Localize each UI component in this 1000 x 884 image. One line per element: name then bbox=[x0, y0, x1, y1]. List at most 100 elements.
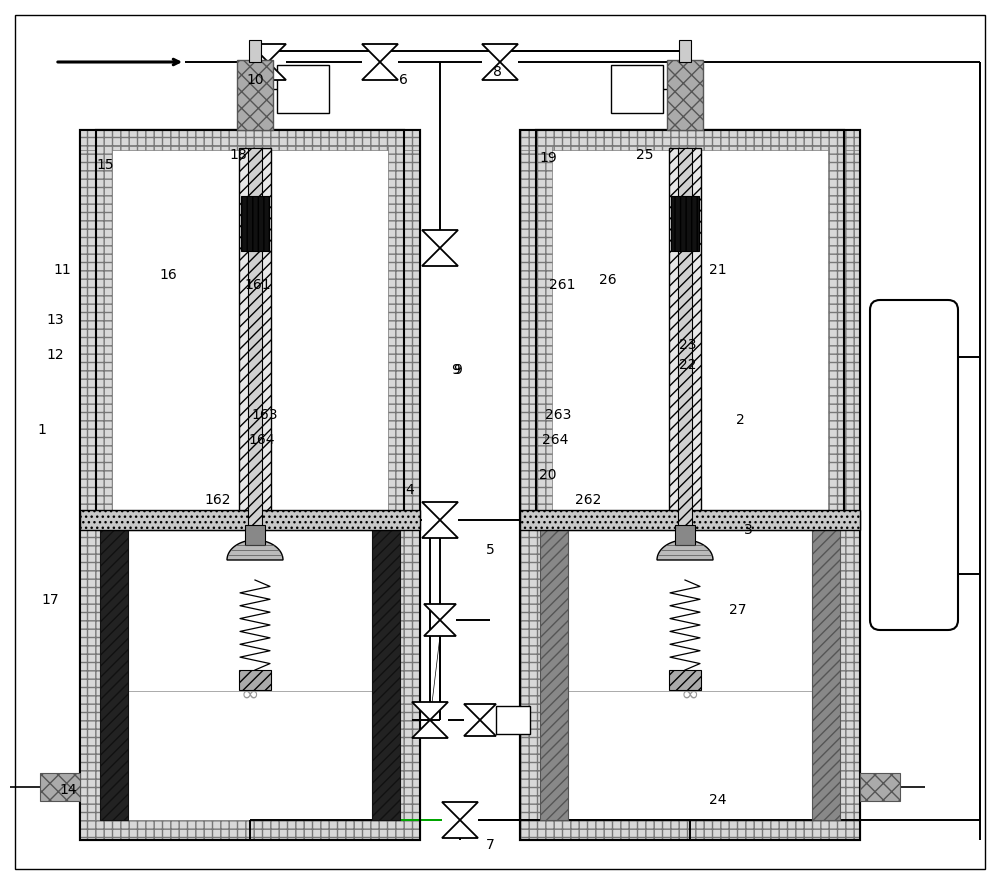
Text: 7: 7 bbox=[486, 838, 494, 852]
Text: 18: 18 bbox=[229, 148, 247, 162]
Bar bbox=[536, 130, 844, 530]
Text: 1: 1 bbox=[38, 423, 46, 437]
Text: 9: 9 bbox=[454, 363, 462, 377]
Bar bbox=[536, 514, 844, 530]
Text: 261: 261 bbox=[549, 278, 575, 292]
Text: 23: 23 bbox=[679, 338, 697, 352]
Text: 5: 5 bbox=[486, 543, 494, 557]
Bar bbox=[400, 130, 420, 840]
Polygon shape bbox=[657, 540, 713, 560]
Text: 162: 162 bbox=[205, 493, 231, 507]
Bar bbox=[520, 130, 860, 840]
Bar bbox=[241, 196, 269, 251]
Bar bbox=[678, 148, 692, 527]
FancyBboxPatch shape bbox=[870, 300, 958, 630]
Bar bbox=[536, 130, 844, 530]
Polygon shape bbox=[422, 520, 458, 538]
Bar bbox=[80, 130, 100, 840]
Polygon shape bbox=[422, 502, 458, 520]
Bar bbox=[520, 130, 860, 840]
Text: 9: 9 bbox=[452, 363, 460, 377]
Text: 13: 13 bbox=[46, 313, 64, 327]
Text: 8: 8 bbox=[493, 65, 501, 79]
Text: 12: 12 bbox=[46, 348, 64, 362]
Bar bbox=[679, 40, 691, 62]
Text: 14: 14 bbox=[59, 783, 77, 797]
Text: 26: 26 bbox=[599, 273, 617, 287]
Bar bbox=[812, 530, 840, 820]
Text: 15: 15 bbox=[96, 158, 114, 172]
Bar bbox=[669, 148, 701, 510]
Polygon shape bbox=[227, 540, 283, 560]
Bar bbox=[520, 130, 860, 150]
Polygon shape bbox=[250, 44, 286, 62]
Text: 264: 264 bbox=[542, 433, 568, 447]
Bar bbox=[611, 65, 663, 113]
Text: 16: 16 bbox=[159, 268, 177, 282]
Bar bbox=[388, 130, 404, 530]
Text: 22: 22 bbox=[679, 358, 697, 372]
Bar bbox=[248, 148, 262, 527]
Text: 6: 6 bbox=[399, 73, 407, 87]
Text: 164: 164 bbox=[249, 433, 275, 447]
Polygon shape bbox=[412, 702, 448, 720]
Text: 19: 19 bbox=[539, 151, 557, 165]
Text: ∞: ∞ bbox=[241, 685, 259, 705]
Text: 24: 24 bbox=[709, 793, 727, 807]
Bar bbox=[669, 670, 701, 690]
Polygon shape bbox=[362, 44, 398, 62]
Bar bbox=[840, 130, 860, 840]
Text: 163: 163 bbox=[252, 408, 278, 422]
Bar bbox=[100, 530, 128, 820]
Text: 263: 263 bbox=[545, 408, 571, 422]
Text: ∞: ∞ bbox=[681, 685, 699, 705]
Bar bbox=[80, 130, 420, 840]
Bar bbox=[540, 530, 568, 820]
Text: 10: 10 bbox=[246, 73, 264, 87]
Bar bbox=[80, 820, 420, 840]
Text: 21: 21 bbox=[709, 263, 727, 277]
Polygon shape bbox=[424, 620, 456, 636]
Text: 11: 11 bbox=[53, 263, 71, 277]
Bar bbox=[245, 525, 265, 545]
Polygon shape bbox=[422, 230, 458, 248]
Bar bbox=[96, 130, 404, 530]
Text: 161: 161 bbox=[245, 278, 271, 292]
Polygon shape bbox=[464, 704, 496, 720]
Bar bbox=[671, 196, 699, 251]
Bar bbox=[80, 510, 420, 530]
Text: 262: 262 bbox=[575, 493, 601, 507]
Polygon shape bbox=[250, 62, 286, 80]
Polygon shape bbox=[442, 802, 478, 820]
Polygon shape bbox=[442, 820, 478, 838]
Bar bbox=[520, 510, 860, 530]
Bar bbox=[667, 60, 703, 130]
Polygon shape bbox=[422, 248, 458, 266]
Bar bbox=[828, 130, 844, 530]
Bar bbox=[520, 130, 540, 840]
Text: 2: 2 bbox=[736, 413, 744, 427]
Bar bbox=[675, 525, 695, 545]
Bar bbox=[239, 148, 271, 510]
Bar bbox=[96, 130, 112, 530]
Bar bbox=[80, 130, 420, 150]
Text: 25: 25 bbox=[636, 148, 654, 162]
Polygon shape bbox=[424, 604, 456, 620]
Text: 3: 3 bbox=[744, 523, 752, 537]
Text: 27: 27 bbox=[729, 603, 747, 617]
Text: 17: 17 bbox=[41, 593, 59, 607]
Bar bbox=[277, 65, 329, 113]
Polygon shape bbox=[482, 44, 518, 62]
Bar bbox=[372, 530, 400, 820]
Bar bbox=[237, 60, 273, 130]
Bar bbox=[520, 820, 860, 840]
Bar bbox=[496, 706, 530, 734]
Bar bbox=[239, 670, 271, 690]
Polygon shape bbox=[412, 720, 448, 738]
Bar bbox=[536, 130, 552, 530]
Polygon shape bbox=[464, 720, 496, 736]
Bar bbox=[860, 773, 900, 801]
Polygon shape bbox=[482, 62, 518, 80]
Bar bbox=[96, 130, 404, 530]
Bar bbox=[96, 130, 404, 146]
